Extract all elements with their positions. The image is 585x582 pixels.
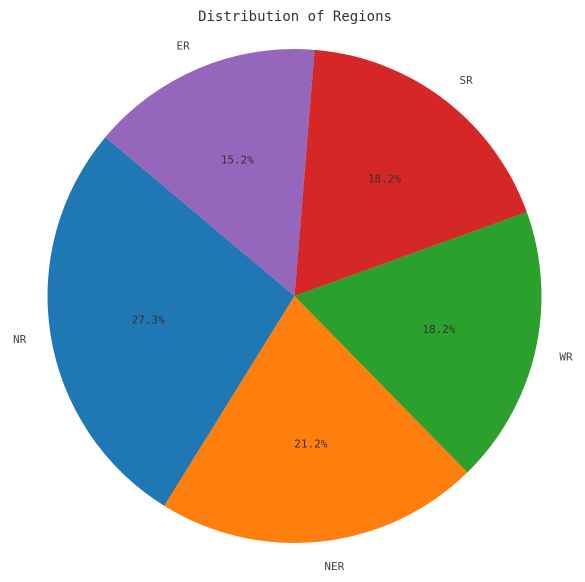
pie-slice-nr: [47, 137, 295, 506]
pie-slice-wr: [294, 212, 542, 473]
pie-category-label-ner: NER: [324, 560, 344, 573]
pie-percent-label-er: 15.2%: [221, 153, 254, 166]
pie-slice-er: [105, 49, 315, 297]
pie-labels: 27.3% NR 21.2% NER 18.2% WR 18.2% SR 15.2% ER: [13, 39, 573, 573]
pie-slice-sr: [294, 49, 527, 296]
pie-percent-label-nr: 27.3%: [132, 313, 165, 326]
pie-slices: [47, 49, 542, 543]
pie-category-label-er: ER: [177, 39, 191, 52]
chart-title: Distribution of Regions: [198, 9, 392, 25]
pie-percent-label-sr: 18.2%: [368, 172, 401, 185]
pie-category-label-nr: NR: [13, 333, 27, 346]
pie-category-label-sr: SR: [460, 74, 474, 87]
pie-percent-label-ner: 21.2%: [294, 437, 327, 450]
pie-slice-ner: [164, 296, 468, 543]
pie-category-label-wr: WR: [559, 350, 573, 363]
pie-percent-label-wr: 18.2%: [422, 323, 455, 336]
